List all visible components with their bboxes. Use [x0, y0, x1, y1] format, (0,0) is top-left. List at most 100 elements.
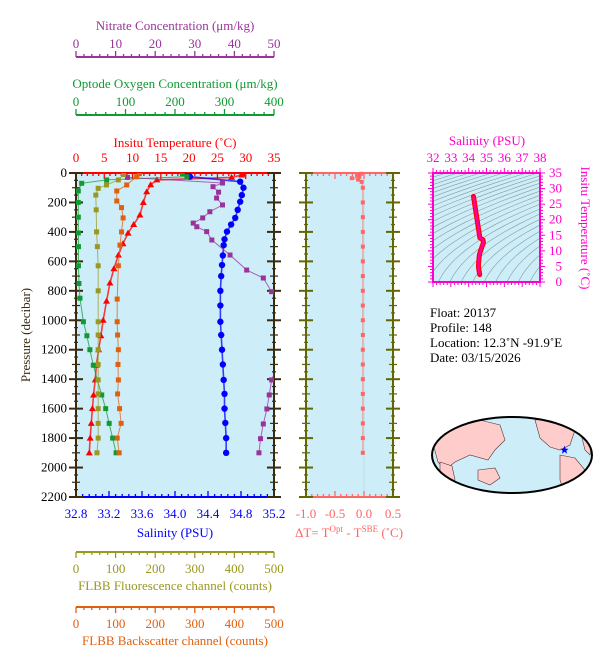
delta-t-point — [355, 173, 360, 178]
temperature-tick-label: 20 — [183, 150, 196, 165]
oxygen-axis-title: Optode Oxygen Concentration (μm/kg) — [72, 76, 277, 91]
nitrate-line — [123, 174, 274, 453]
nitrate-point — [210, 184, 216, 190]
density-contour — [433, 173, 505, 198]
backscatter-point — [119, 229, 125, 235]
nitrate-point — [124, 174, 130, 180]
fluorescence-point — [94, 244, 100, 250]
nitrate-point — [214, 195, 220, 201]
temperature-point — [114, 251, 122, 258]
backscatter-tick-label: 400 — [225, 616, 245, 631]
oxygen-point — [76, 280, 82, 286]
salinity-tick-label: 35.2 — [263, 506, 286, 521]
salinity-point — [218, 331, 225, 339]
delta-t-title-part: - T — [343, 525, 362, 540]
delta-t-point — [360, 362, 365, 367]
backscatter-point — [117, 242, 123, 248]
nitrate-tick-label: 40 — [228, 36, 241, 51]
density-contour — [495, 237, 540, 282]
ts-temperature-tick-label: 0 — [556, 274, 563, 289]
location: Location: 12.3˚N -91.9˚E — [430, 335, 562, 350]
fluorescence-tick-label: 100 — [106, 561, 126, 576]
pressure-tick-label: 1400 — [41, 371, 67, 386]
delta-t-point — [360, 229, 365, 234]
delta-t-point — [360, 347, 365, 352]
salinity-point — [223, 228, 231, 235]
backscatter-point — [119, 205, 125, 211]
nitrate-point — [194, 224, 200, 230]
fluorescence-point — [121, 173, 127, 177]
fluorescence-point — [95, 391, 101, 397]
oxygen-point — [76, 214, 81, 220]
salinity-point — [221, 405, 228, 412]
fluorescence-point — [93, 207, 99, 213]
nitrate-point — [279, 303, 284, 308]
salinity-tick-label: 34.8 — [230, 506, 253, 521]
salinity-point — [240, 184, 247, 191]
temperature-point — [90, 391, 98, 398]
delta-t-point — [360, 259, 365, 264]
salinity-point — [218, 346, 226, 353]
delta-t-point — [360, 333, 365, 337]
backscatter-point — [115, 391, 121, 397]
float-info: Float: 20137 Profile: 148 Location: 12.3… — [430, 305, 562, 365]
salinity-point — [221, 390, 228, 398]
temperature-point — [228, 173, 236, 180]
salinity-point — [220, 376, 227, 384]
ts-temperature-tick-label: 35 — [549, 165, 562, 180]
density-contour — [433, 173, 516, 202]
delta-t-point — [359, 179, 364, 184]
delta-t-point — [360, 244, 365, 249]
nitrate-point — [256, 450, 262, 456]
oxygen-tick-label: 200 — [165, 94, 185, 109]
oxygen-point — [110, 435, 116, 441]
fluorescence-point — [95, 319, 101, 325]
backscatter-point — [115, 263, 121, 269]
delta-t-point — [360, 391, 365, 396]
pressure-tick-label: 1000 — [41, 312, 67, 327]
temperature-point — [139, 198, 147, 205]
nitrate-point — [283, 318, 288, 323]
density-contour — [433, 179, 540, 222]
salinity-point — [217, 287, 224, 295]
oxygen-point — [184, 174, 190, 180]
salinity-point — [219, 361, 227, 368]
temperature-point — [147, 181, 155, 188]
nitrate-point — [258, 436, 264, 442]
delta-t-point — [357, 174, 362, 179]
nitrate-point — [264, 406, 270, 412]
delta-t-axis-title: ΔT= TOpt - TSBE (˚C) — [295, 524, 403, 540]
fluorescence-point — [95, 347, 101, 353]
temperature-tick-label: 35 — [268, 150, 281, 165]
pressure-tick-label: 200 — [48, 194, 68, 209]
backscatter-point — [134, 174, 140, 180]
fluorescence-axis-title: FLBB Fluorescence channel (counts) — [78, 578, 272, 593]
ts-salinity-tick-label: 32 — [427, 150, 440, 165]
backscatter-tick-label: 0 — [73, 616, 80, 631]
oxygen-tick-label: 300 — [215, 94, 235, 109]
nitrate-point — [269, 377, 274, 383]
delta-t-point — [360, 274, 365, 279]
ts-temperature-tick-label: 15 — [549, 227, 562, 242]
salinity-point — [218, 272, 225, 280]
backscatter-point — [120, 215, 126, 221]
delta-t-point — [360, 436, 365, 441]
backscatter-point — [117, 406, 123, 412]
backscatter-point — [115, 332, 121, 338]
oxygen-point — [76, 230, 81, 236]
delta-t-title-sup: SBE — [362, 524, 379, 534]
density-contour — [433, 175, 540, 217]
pressure-tick-label: 800 — [48, 283, 68, 298]
salinity-point — [236, 198, 244, 205]
ts-temperature-tick-label: 10 — [549, 243, 562, 258]
delta-t-point — [360, 288, 365, 293]
delta-t-title-part: (˚C) — [378, 525, 403, 540]
nitrate-point — [220, 202, 226, 208]
salinity-point — [220, 241, 227, 249]
nitrate-point — [190, 220, 196, 226]
oxygen-point — [80, 319, 86, 325]
nitrate-point — [260, 421, 266, 427]
ts-salinity-tick-label: 33 — [444, 150, 457, 165]
fluorescence-tick-label: 500 — [264, 561, 284, 576]
float-location-star-icon — [560, 445, 569, 454]
